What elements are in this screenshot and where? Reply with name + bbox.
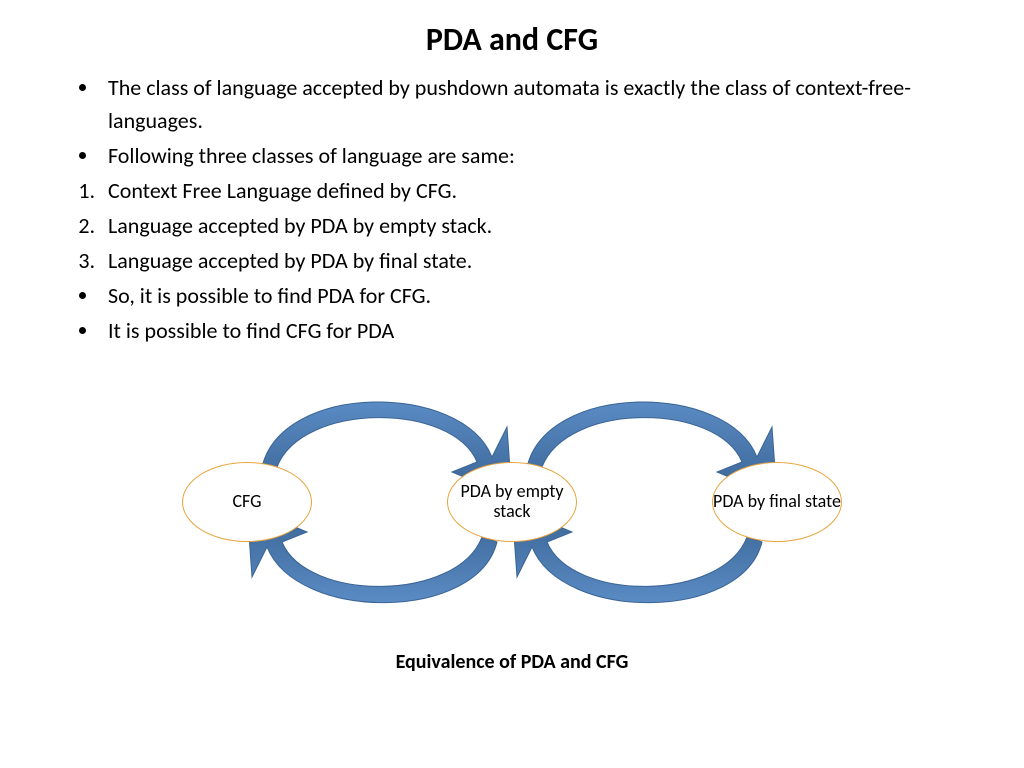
node-cfg: CFG [182,462,312,542]
bullet-item: Following three classes of language are … [100,139,984,172]
bullet-item: It is possible to find CFG for PDA [100,314,984,347]
numbered-item: Language accepted by PDA by final state. [100,244,984,277]
node-label: CFG [232,492,261,512]
equivalence-diagram: CFG PDA by empty stack PDA by final stat… [152,362,872,642]
bullet-list-top: The class of language accepted by pushdo… [40,71,984,172]
bullet-item: So, it is possible to find PDA for CFG. [100,279,984,312]
slide-title: PDA and CFG [40,20,984,59]
slide-content: The class of language accepted by pushdo… [40,71,984,347]
bullet-list-bottom: So, it is possible to find PDA for CFG. … [40,279,984,347]
numbered-list: Context Free Language defined by CFG. La… [40,174,984,277]
node-pda-final: PDA by final state [712,462,842,542]
diagram-caption: Equivalence of PDA and CFG [40,650,984,674]
numbered-item: Context Free Language defined by CFG. [100,174,984,207]
numbered-item: Language accepted by PDA by empty stack. [100,209,984,242]
bullet-item: The class of language accepted by pushdo… [100,71,984,137]
node-label: PDA by final state [713,492,841,512]
node-pda-empty: PDA by empty stack [447,462,577,542]
node-label: PDA by empty stack [448,482,576,522]
